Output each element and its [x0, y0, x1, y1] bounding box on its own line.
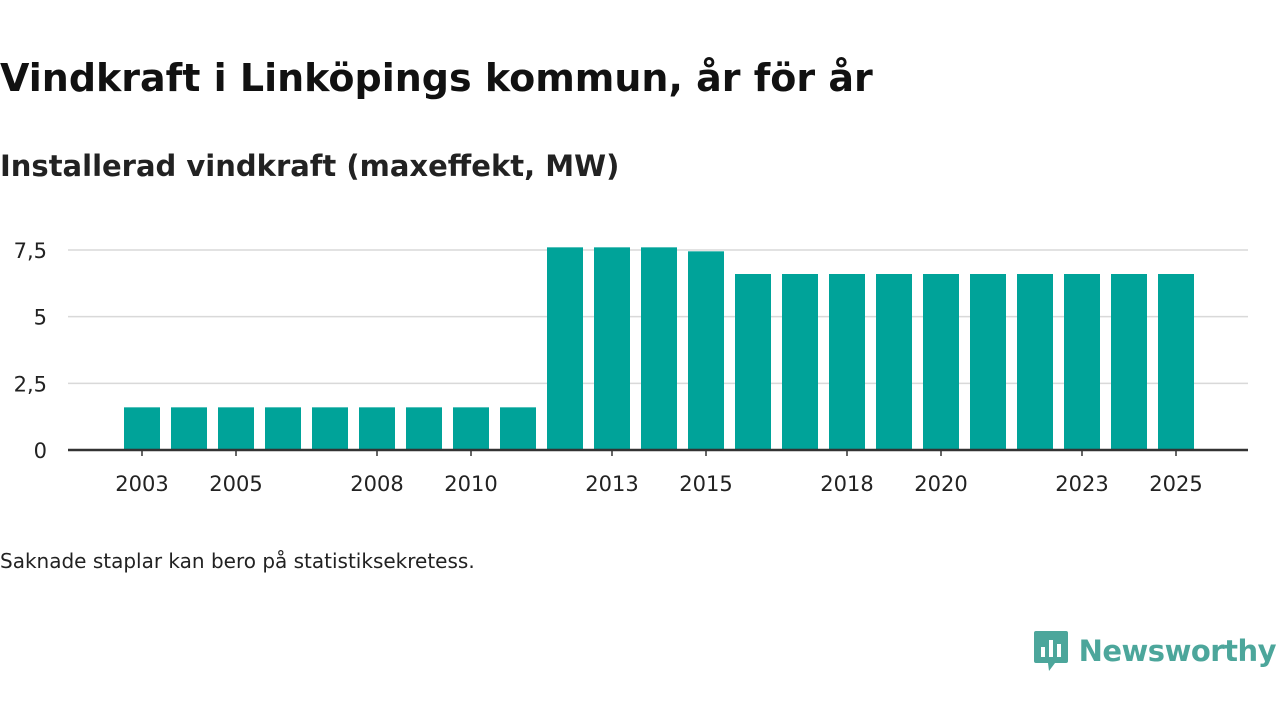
x-tick-label: 2003: [115, 472, 168, 496]
bar-2005: [218, 407, 254, 450]
x-tick-label: 2010: [444, 472, 497, 496]
bar-chart: 0 2,5 5 7,5 2003 2005 2008 2010 2013 2015 2018 202…: [14, 239, 1248, 496]
bar-2004: [171, 407, 207, 450]
bar-2014: [641, 247, 677, 450]
chart-subtitle: Installerad vindkraft (maxeffekt, MW): [0, 149, 620, 183]
bar-2003: [124, 407, 160, 450]
y-tick-label: 7,5: [14, 239, 47, 263]
y-tick-label: 2,5: [14, 372, 47, 396]
bar-2011: [500, 407, 536, 450]
x-tick-label: 2005: [209, 472, 262, 496]
bar-2021: [970, 274, 1006, 450]
bar-2020: [923, 274, 959, 450]
bar-2025: [1158, 274, 1194, 450]
bars: [124, 247, 1194, 450]
bar-2022: [1017, 274, 1053, 450]
x-tick-label: 2013: [585, 472, 638, 496]
bar-2015: [688, 251, 724, 450]
y-tick-label: 5: [34, 306, 47, 330]
bar-2008: [359, 407, 395, 450]
brand-logo: Newsworthy: [1033, 628, 1277, 674]
bar-2019: [876, 274, 912, 450]
bar-2012: [547, 247, 583, 450]
x-tick-label: 2015: [679, 472, 732, 496]
bar-2017: [782, 274, 818, 450]
bar-2006: [265, 407, 301, 450]
bar-2009: [406, 407, 442, 450]
bar-2013: [594, 247, 630, 450]
chart-speech-bubble-icon: [1033, 631, 1068, 671]
y-tick-label: 0: [34, 439, 47, 463]
x-tick-label: 2008: [350, 472, 403, 496]
x-tick-label: 2018: [820, 472, 873, 496]
bar-2016: [735, 274, 771, 450]
y-axis-ticks: 0 2,5 5 7,5: [14, 239, 47, 463]
bar-2024: [1111, 274, 1147, 450]
bar-2007: [312, 407, 348, 450]
brand-name: Newsworthy: [1078, 634, 1277, 668]
bar-2023: [1064, 274, 1100, 450]
bar-2010: [453, 407, 489, 450]
bar-2018: [829, 274, 865, 450]
page-title: Vindkraft i Linköpings kommun, år för år: [0, 56, 873, 100]
x-tick-label: 2025: [1149, 472, 1202, 496]
x-tick-label: 2023: [1055, 472, 1108, 496]
footnote: Saknade staplar kan bero på statistiksek…: [0, 549, 475, 573]
x-tick-label: 2020: [914, 472, 967, 496]
x-axis-ticks: 2003 2005 2008 2010 2013 2015 2018 2020 2023 2025: [115, 450, 1203, 496]
